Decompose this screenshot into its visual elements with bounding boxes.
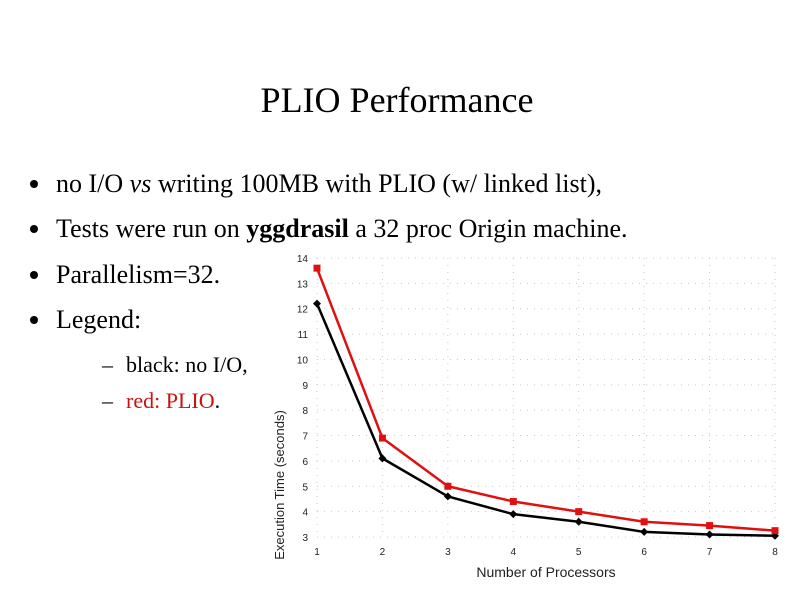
data-point [313,299,321,308]
y-tick-label: 9 [302,381,308,392]
x-tick-label: 2 [380,547,386,558]
y-tick-label: 4 [302,508,308,519]
slide-title: PLIO Performance [260,80,534,120]
y-tick-label: 5 [302,482,308,493]
series-line [315,267,776,532]
data-point [771,531,779,540]
bullet-text: no I/O [56,169,130,198]
legend-black-text: black: no I/O, [126,352,248,377]
y-tick-label: 13 [297,279,309,290]
bullet-text: Tests were run on [56,214,247,243]
bullet-text: writing 100MB with PLIO (w/ linked list)… [151,169,603,198]
bullet-strong: yggdrasil [246,214,349,243]
x-axis-label: Number of Processors [476,564,615,580]
y-tick-label: 10 [297,355,309,366]
legend-red-suffix: . [214,388,221,413]
series-line [315,303,776,537]
bullet-text: Parallelism=32. [56,260,221,289]
x-tick-label: 5 [576,547,582,558]
bullet-item: no I/O vs writing 100MB with PLIO (w/ li… [30,168,602,200]
data-point [705,530,714,539]
y-tick-label: 11 [298,330,309,341]
y-tick-label: 7 [302,432,308,443]
data-point [640,527,649,536]
data-point [313,264,321,272]
data-point [378,454,387,463]
bullet-item: Tests were run on yggdrasil a 32 proc Or… [30,213,628,245]
x-tick-label: 1 [314,547,320,558]
x-tick-label: 6 [641,547,647,558]
legend-black-item: – black: no I/O, [102,351,248,379]
bullet-dot-icon [30,225,38,234]
data-point [509,497,517,505]
y-axis-label: Execution Time (seconds) [272,410,287,560]
data-point [509,510,518,519]
grid-layer [316,257,776,538]
bullet-text: a 32 proc Origin machine. [348,214,628,243]
bullet-item: Legend: [30,304,141,336]
x-tick-label: 3 [445,547,451,558]
y-tick-label: 6 [302,457,308,468]
data-point [771,527,779,535]
y-tick-label: 8 [302,406,308,417]
x-tick-label: 8 [772,547,778,558]
sub-dash: – [102,352,113,377]
bullet-item: Parallelism=32. [30,259,220,291]
data-point [640,518,648,526]
x-tick-label: 7 [707,547,713,558]
data-point [575,508,583,516]
legend-red-item: – red: PLIO. [102,387,220,415]
series-layer [313,264,779,540]
data-point [574,517,583,526]
data-point [378,434,386,442]
x-tick-label: 4 [511,547,517,558]
bullet-emphasis: vs [129,169,152,198]
data-point [706,522,714,530]
sub-dash: – [102,388,113,413]
bullet-dot-icon [30,316,38,325]
bullet-dot-icon [30,271,38,280]
bullet-dot-icon [30,180,38,189]
legend-red-text: red: PLIO [126,388,215,413]
y-tick-label: 14 [297,254,309,265]
y-tick-label: 3 [302,533,308,544]
data-point [443,492,452,501]
data-point [444,482,452,490]
y-tick-label: 12 [297,305,309,316]
bullet-text: Legend: [56,305,142,334]
